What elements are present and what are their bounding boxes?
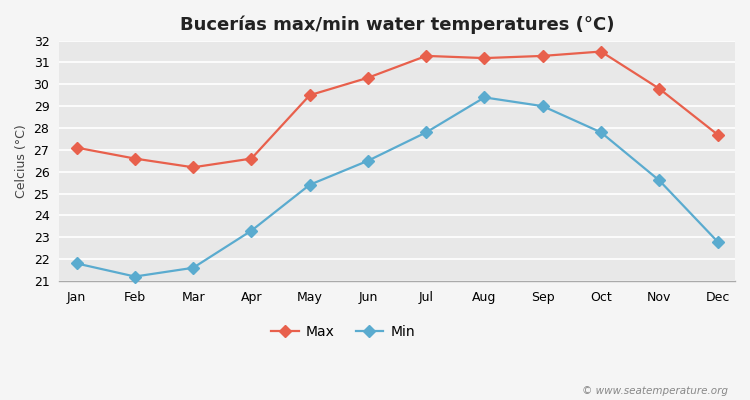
Max bbox=[538, 54, 548, 58]
Title: Bucerías max/min water temperatures (°C): Bucerías max/min water temperatures (°C) bbox=[180, 15, 614, 34]
Min bbox=[422, 130, 430, 135]
Max bbox=[713, 132, 722, 137]
Max bbox=[422, 54, 430, 58]
Y-axis label: Celcius (°C): Celcius (°C) bbox=[15, 124, 28, 198]
Line: Max: Max bbox=[73, 47, 722, 172]
Max bbox=[480, 56, 489, 60]
Min bbox=[305, 182, 314, 187]
Legend: Max, Min: Max, Min bbox=[266, 319, 421, 344]
Max bbox=[364, 75, 373, 80]
Min bbox=[655, 178, 664, 183]
Min bbox=[480, 95, 489, 100]
Min bbox=[247, 228, 256, 233]
Text: © www.seatemperature.org: © www.seatemperature.org bbox=[581, 386, 728, 396]
Min bbox=[596, 130, 605, 135]
Min bbox=[72, 261, 81, 266]
Max bbox=[596, 49, 605, 54]
Line: Min: Min bbox=[73, 93, 722, 281]
Max bbox=[655, 86, 664, 91]
Min bbox=[130, 274, 140, 279]
Max bbox=[72, 145, 81, 150]
Min bbox=[538, 104, 548, 108]
Min bbox=[364, 158, 373, 163]
Max bbox=[305, 93, 314, 98]
Min bbox=[189, 265, 198, 270]
Max bbox=[130, 156, 140, 161]
Min bbox=[713, 239, 722, 244]
Max bbox=[189, 165, 198, 170]
Max bbox=[247, 156, 256, 161]
